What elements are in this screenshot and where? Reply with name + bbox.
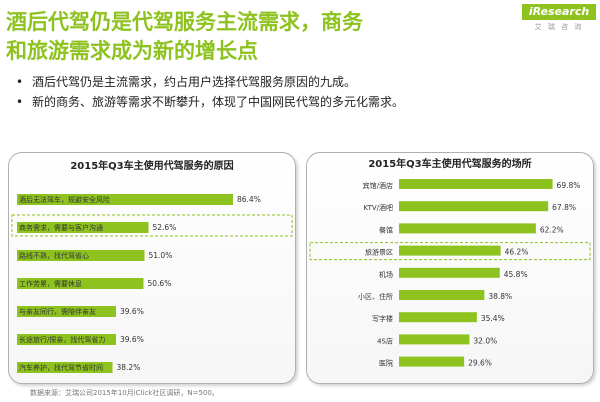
value-label: 39.6% [120,307,144,316]
value-label: 35.4% [481,314,505,323]
category-label: 小区、住所 [358,292,393,301]
iresearch-logo: iResearch 艾 瑞 咨 询 [522,4,596,38]
value-label: 38.2% [117,363,141,372]
chart-bar [17,194,233,205]
value-label: 86.4% [237,195,261,204]
chart-bar [399,179,553,189]
category-label: 写字楼 [372,314,393,323]
chart-title: 2015年Q3车主使用代驾服务的原因 [70,159,233,172]
bullet-dot-icon: • [16,75,24,89]
value-label: 38.8% [488,292,512,301]
chart-bar [399,334,470,345]
category-label: 工作劳累，需要休息 [19,279,82,288]
data-source-note: 数据来源：艾瑞公司2015年10月iClick社区调研，N=500。 [30,389,219,397]
highlight-box [11,214,293,237]
category-label: 医院 [379,359,393,368]
value-label: 67.8% [552,203,576,212]
chart-bar [399,245,501,256]
chart-bar [399,267,500,278]
category-label: 4S店 [377,336,393,345]
headline-line-1: 酒后代驾仍是代驾服务主流需求，商务 [6,10,363,34]
chart-bar [399,312,477,323]
value-label: 46.2% [505,248,529,257]
chart-bar [17,278,144,289]
logo-subtitle: 艾 瑞 咨 询 [534,23,584,31]
value-label: 52.6% [153,223,177,232]
chart-title: 2015年Q3车主使用代驾服务的场所 [368,157,531,170]
category-label: 商务需求，需要与客户沟通 [19,223,103,232]
bullet-item: • 酒后代驾仍是主流需求，约占用户选择代驾服务原因的九成。 [16,72,586,92]
category-label: 路线不熟，找代驾省心 [19,251,89,260]
category-label: 餐馆 [379,225,393,234]
chart-bar [399,223,536,234]
chart-bar [399,356,465,367]
chart-bar [17,306,116,317]
reasons-chart-panel: 2015年Q3车主使用代驾服务的原因酒后无法驾车，规避安全风险 86.4% 商务需求… [8,152,296,384]
bullet-text: 新的商务、旅游等需求不断攀升，体现了中国网民代驾的多元化需求。 [32,95,405,109]
category-label: 酒后无法驾车，规避安全风险 [19,195,110,204]
chart-bar [17,222,149,233]
category-label: 宾馆/酒店 [363,181,393,190]
value-label: 62.2% [540,225,564,234]
value-label: 50.6% [148,279,172,288]
value-label: 69.8% [557,181,581,190]
category-label: KTV/酒吧 [364,204,393,212]
page-headline: 酒后代驾仍是代驾服务主流需求，商务 和旅游需求成为新的增长点 [6,8,516,66]
value-label: 39.6% [120,335,144,344]
venues-chart-panel: 2015年Q3车主使用代驾服务的场所宾馆/酒店 69.8% KTV/酒吧 67.8% 餐… [306,152,594,384]
highlight-box [309,242,591,261]
bullet-dot-icon: • [16,95,24,109]
chart-bar [17,362,113,373]
bullet-list: • 酒后代驾仍是主流需求，约占用户选择代驾服务原因的九成。 • 新的商务、旅游等需求… [16,72,586,112]
bullet-item: • 新的商务、旅游等需求不断攀升，体现了中国网民代驾的多元化需求。 [16,92,586,112]
category-label: 与亲友同行，需陪伴亲友 [19,307,96,316]
category-label: 汽车养护，找代驾节省时间 [19,363,103,372]
category-label: 旅游景区 [365,248,393,257]
value-label: 32.0% [473,336,497,345]
chart-bar [399,290,485,300]
value-label: 29.6% [468,359,492,368]
logo-brand: iResearch [522,4,596,20]
category-label: 机场 [379,270,393,279]
category-label: 长途旅行/探亲，找代驾省力 [19,335,105,344]
bullet-text: 酒后代驾仍是主流需求，约占用户选择代驾服务原因的九成。 [32,75,357,89]
headline-line-2: 和旅游需求成为新的增长点 [6,39,258,63]
value-label: 45.8% [504,270,528,279]
chart-bar [17,250,145,261]
value-label: 51.0% [149,251,173,260]
chart-bar [399,201,549,212]
chart-bar [17,334,116,345]
